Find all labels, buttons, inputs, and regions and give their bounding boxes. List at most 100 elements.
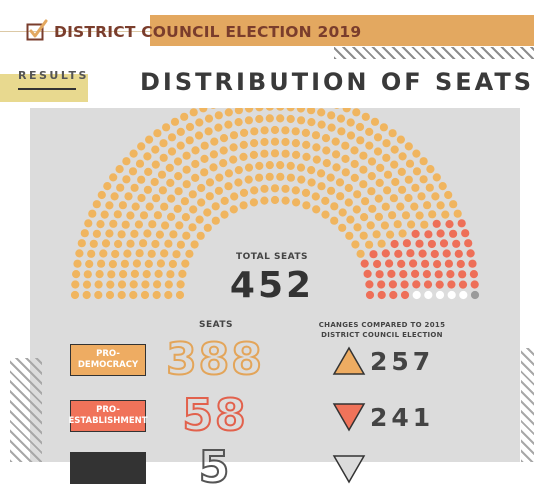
seat-dot <box>122 157 131 166</box>
seat-dot <box>344 198 353 207</box>
seat-dot <box>153 280 162 289</box>
seat-dot <box>174 187 183 196</box>
seat-dot <box>265 114 274 123</box>
seat-dot <box>322 159 331 168</box>
seat-dot <box>168 259 177 269</box>
seat-dot <box>276 172 285 181</box>
seat-dot <box>449 200 458 209</box>
header-band <box>150 15 534 46</box>
seat-dot <box>452 239 461 248</box>
seat-dot <box>173 204 182 213</box>
changes-header-line1: CHANGES COMPARED TO 2015 <box>318 321 446 329</box>
seat-dot <box>270 125 280 135</box>
seat-dot <box>301 128 310 137</box>
seat-dot <box>137 193 146 203</box>
seat-dot <box>321 196 330 205</box>
seat-dot <box>270 137 280 146</box>
seat-dot <box>150 177 159 187</box>
seat-dot <box>175 290 185 300</box>
seat-dot <box>182 151 191 160</box>
seat-dot <box>92 200 101 209</box>
seat-dot <box>148 220 157 229</box>
seat-dot <box>428 210 437 219</box>
hatch-decoration-right <box>521 348 534 462</box>
seat-dot <box>145 135 154 144</box>
seat-dot <box>270 149 280 158</box>
seat-dot <box>94 280 103 289</box>
results-tab[interactable]: RESULTS <box>18 69 89 82</box>
seat-dot <box>353 223 362 232</box>
seat-dot <box>444 259 453 268</box>
seat-dot <box>444 190 453 200</box>
seat-dot <box>426 165 435 174</box>
seat-dot <box>359 180 368 189</box>
seat-dot <box>435 290 445 300</box>
seat-dot <box>117 290 126 300</box>
seat-dot <box>407 220 416 229</box>
seat-dot <box>209 163 218 172</box>
seat-dot <box>405 159 415 168</box>
seat-dot <box>350 146 359 155</box>
seat-dot <box>377 280 386 289</box>
seat-dot <box>468 259 477 268</box>
seat-dot <box>382 139 391 148</box>
seat-dot <box>142 270 151 279</box>
seat-dot <box>120 259 129 268</box>
seat-dot <box>383 186 392 195</box>
seat-dot <box>402 239 411 248</box>
seat-dot <box>406 249 415 258</box>
seat-dot <box>115 165 124 174</box>
seat-dot <box>338 223 347 232</box>
seat-dot <box>297 175 306 184</box>
seat-dot <box>454 249 463 258</box>
seat-dot <box>409 259 418 268</box>
seat-dot <box>372 230 381 239</box>
seat-dot <box>210 137 219 146</box>
seat-dot <box>255 161 264 170</box>
seat-dot <box>101 239 111 248</box>
seat-dot <box>420 220 429 229</box>
seat-dot <box>330 216 339 225</box>
seat-dot <box>153 211 162 220</box>
seat-dot <box>224 120 233 129</box>
party-label-pro-establishment: PRO- ESTABLISHMENT <box>68 400 148 432</box>
seat-dot <box>162 123 171 132</box>
seat-dot <box>459 290 468 300</box>
seat-dot <box>415 211 424 220</box>
seat-dot <box>341 168 350 177</box>
seat-dot <box>341 141 350 150</box>
seat-dot <box>109 173 118 182</box>
seat-dot <box>176 240 185 249</box>
seat-dot <box>130 229 139 238</box>
seat-dot <box>431 192 440 201</box>
seat-dot <box>230 192 239 201</box>
seat-dot <box>276 108 285 111</box>
seat-dot <box>152 194 161 203</box>
seat-dot <box>427 239 436 249</box>
seat-dot <box>157 170 167 179</box>
seat-dot <box>286 161 295 170</box>
party-label-line1: PRO- <box>96 349 120 359</box>
seat-dot <box>203 223 212 232</box>
seat-dot <box>365 240 374 249</box>
seat-dot <box>220 196 229 205</box>
seat-dot <box>346 215 355 224</box>
seat-dot <box>312 143 321 152</box>
seat-dot <box>470 290 480 300</box>
seat-dot <box>411 269 420 278</box>
seat-dot <box>417 192 426 201</box>
seat-dot <box>260 184 269 193</box>
seat-dot <box>342 108 351 113</box>
seat-dot <box>432 219 441 228</box>
seat-dot <box>165 163 174 172</box>
seat-dot <box>341 154 350 163</box>
seat-dot <box>456 259 465 269</box>
seat-dot <box>158 186 167 195</box>
seat-dot <box>209 150 218 159</box>
seat-dot <box>404 193 413 203</box>
seat-dot <box>281 126 290 135</box>
seat-dot <box>84 219 93 228</box>
seat-dot <box>255 173 264 182</box>
triangle-down-icon <box>332 403 366 432</box>
seat-dot <box>114 239 123 249</box>
